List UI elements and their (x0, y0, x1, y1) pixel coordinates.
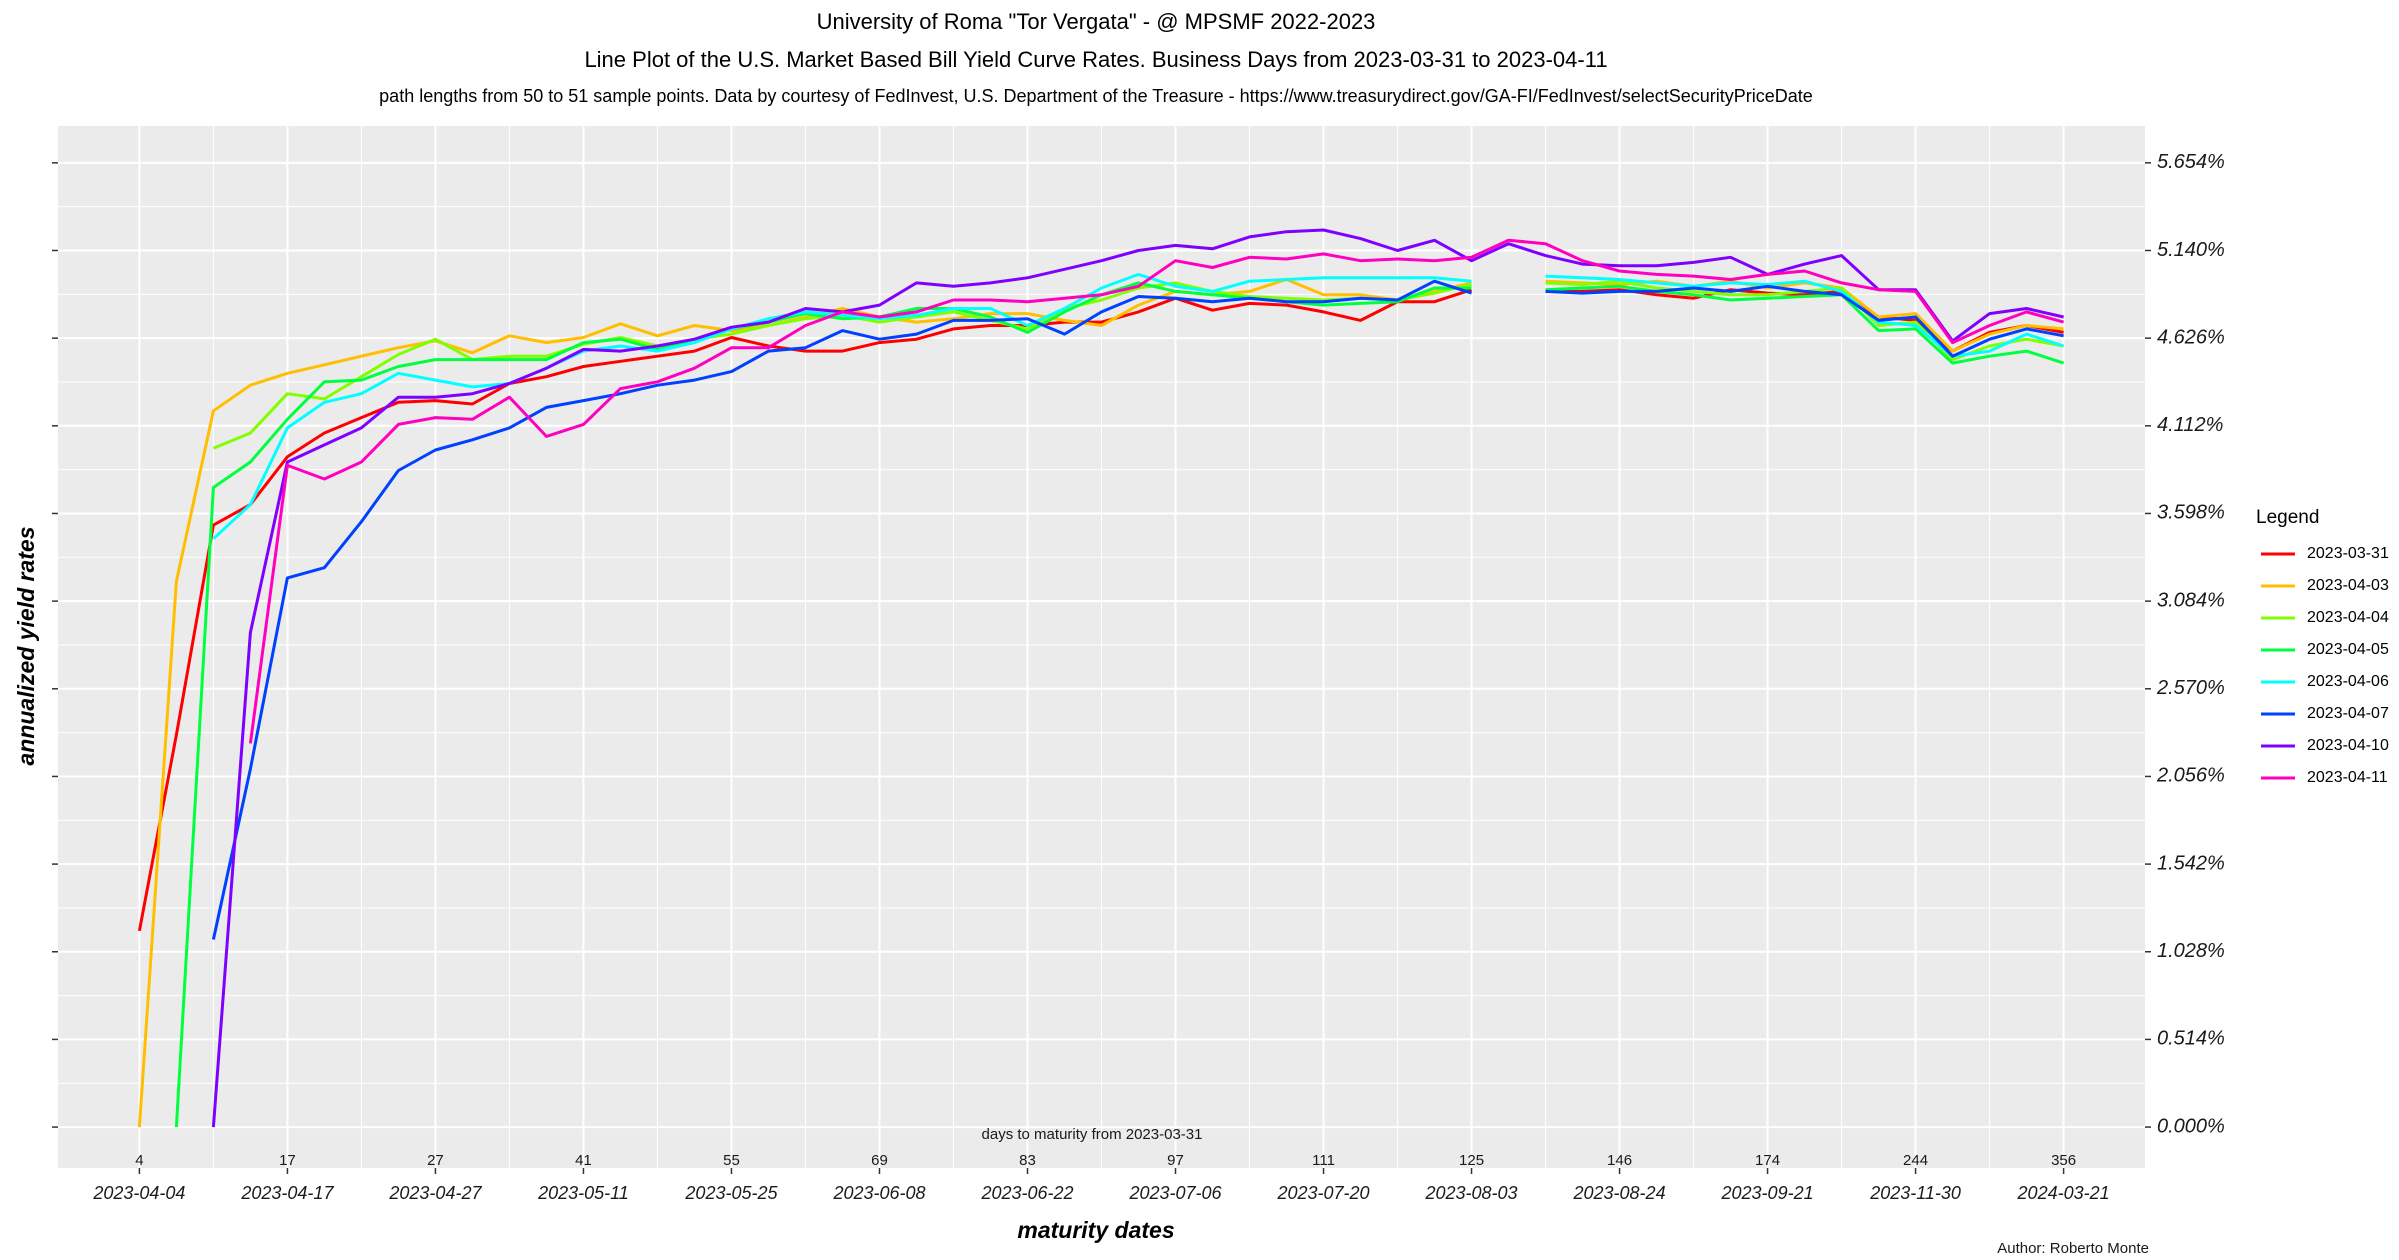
days-label: 17 (279, 1152, 296, 1169)
author: Author: Roberto Monte (1997, 1240, 2149, 1257)
days-label: 4 (135, 1152, 143, 1169)
chart-subtitle: Line Plot of the U.S. Market Based Bill … (584, 47, 1607, 72)
days-label: 146 (1607, 1152, 1632, 1169)
x-tick-label: 2023-11-30 (1869, 1183, 1961, 1203)
days-label: 174 (1755, 1152, 1780, 1169)
y-tick-label: 2.056% (2156, 765, 2225, 787)
days-label: 27 (427, 1152, 444, 1169)
x-tick-label: 2023-04-17 (240, 1183, 334, 1203)
legend-label: 2023-04-10 (2307, 737, 2389, 754)
legend-label: 2023-04-07 (2307, 705, 2389, 722)
x-tick-label: 2023-05-11 (537, 1183, 629, 1203)
lines (137, 228, 2065, 1128)
legend-label: 2023-04-05 (2307, 641, 2389, 658)
series-line (211, 228, 2064, 1128)
days-label: 111 (1312, 1152, 1335, 1169)
y-axis-title: annualized yield rates (13, 526, 39, 765)
x-tick-label: 2023-08-03 (1424, 1183, 1517, 1203)
days-label: 244 (1903, 1152, 1928, 1169)
days-label: 83 (1019, 1152, 1036, 1169)
legend: 2023-03-31 2023-04-03 2023-04-04 2023-04-05… (2261, 545, 2389, 786)
legend-label: 2023-04-06 (2307, 673, 2389, 690)
x-tick-label: 2023-07-06 (1128, 1183, 1222, 1203)
series-line (248, 238, 2064, 744)
y-tick-label: 3.598% (2157, 502, 2225, 524)
y-tick-label: 5.140% (2157, 239, 2225, 261)
x-tick-label: 2023-04-27 (388, 1183, 482, 1203)
x-axis-title: maturity dates (1017, 1217, 1174, 1243)
y-tick-label: 4.626% (2157, 326, 2225, 348)
series-line (211, 279, 2064, 940)
y-tick-label: 4.112% (2157, 414, 2223, 436)
days-label: 356 (2051, 1152, 2076, 1169)
x-tick-label: 2023-08-24 (1573, 1183, 1666, 1203)
y-tick-label: 0.000% (2157, 1115, 2225, 1137)
x-tick-label: 2023-05-25 (684, 1183, 778, 1203)
x-tick-label: 2023-07-20 (1276, 1183, 1369, 1203)
y-tick-label: 3.084% (2157, 589, 2225, 611)
days-label: 69 (871, 1152, 888, 1169)
x-tick-label: 2024-03-21 (2017, 1183, 2110, 1203)
secondary-x-title: days to maturity from 2023-03-31 (982, 1126, 1203, 1143)
days-label: 97 (1167, 1152, 1184, 1169)
y-tick-label: 1.542% (2157, 852, 2225, 874)
series-line (212, 272, 2065, 540)
y-tick-label: 1.028% (2157, 940, 2225, 962)
chart-caption: path lengths from 50 to 51 sample points… (379, 86, 1813, 106)
legend-label: 2023-04-04 (2307, 609, 2389, 626)
y-tick-label: 0.514% (2157, 1028, 2225, 1050)
chart-title: University of Roma "Tor Vergata" - @ MPS… (817, 9, 1376, 34)
legend-label: 2023-03-31 (2307, 545, 2389, 562)
y-tick-label: 5.654% (2157, 151, 2225, 173)
y-tick-label: 2.570% (2156, 677, 2225, 699)
x-tick-label: 2023-06-08 (832, 1183, 925, 1203)
x-tick-label: 2023-09-21 (1721, 1183, 1814, 1203)
legend-label: 2023-04-11 (2307, 769, 2388, 786)
x-tick-label: 2023-06-22 (980, 1183, 1073, 1203)
days-label: 125 (1459, 1152, 1484, 1169)
legend-label: 2023-04-03 (2307, 577, 2389, 594)
days-label: 55 (723, 1152, 740, 1169)
x-tick-label: 2023-04-04 (92, 1183, 185, 1203)
legend-title: Legend (2256, 507, 2319, 528)
days-label: 41 (575, 1152, 592, 1169)
